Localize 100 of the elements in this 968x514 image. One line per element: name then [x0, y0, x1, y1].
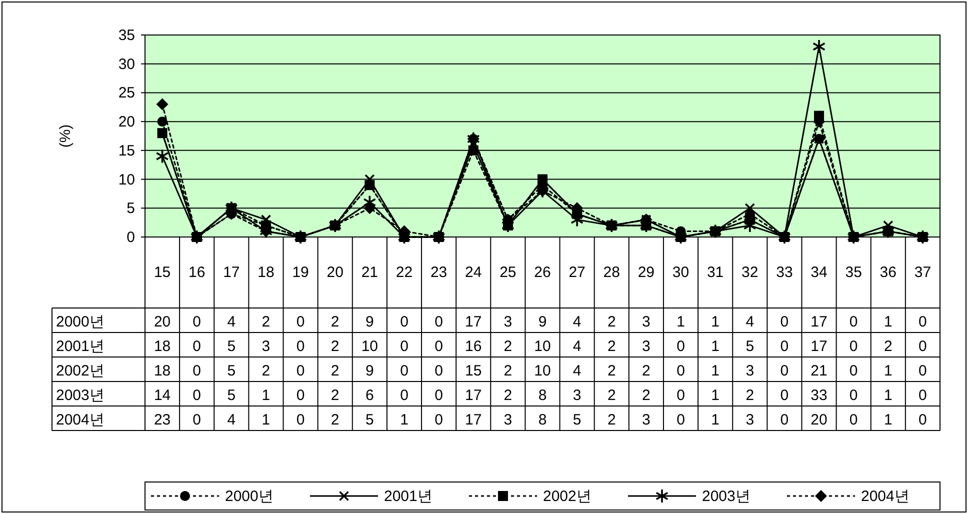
data-label: 0: [918, 387, 927, 404]
data-label: 2: [642, 387, 650, 404]
data-label: 2: [746, 387, 754, 404]
data-label: 0: [400, 362, 408, 380]
x-tick-label: 36: [880, 264, 896, 281]
data-label: 0: [434, 387, 443, 404]
data-label: 8: [538, 412, 547, 428]
data-label: 0: [780, 387, 789, 404]
data-label: 2: [262, 314, 270, 330]
data-label: 0: [780, 314, 789, 330]
data-label: 0: [400, 387, 408, 404]
data-label: 0: [192, 387, 202, 404]
data-label: 0: [434, 412, 443, 428]
data-label: 17: [465, 387, 482, 404]
data-label: 2: [884, 338, 892, 355]
data-label: 1: [884, 412, 892, 428]
data-label: 3: [642, 314, 650, 330]
x-tick-label: 27: [568, 264, 586, 281]
data-label: 0: [296, 362, 305, 380]
data-label: 0: [780, 362, 789, 380]
data-label: 0: [192, 338, 202, 355]
data-label: 0: [676, 338, 685, 355]
data-label: 5: [227, 387, 236, 404]
data-label: 0: [849, 412, 858, 428]
data-label: 18: [154, 362, 171, 380]
data-label: 17: [810, 338, 828, 355]
text: 2003년: [56, 387, 104, 404]
data-label: 5: [227, 362, 236, 380]
data-label: 17: [465, 412, 482, 428]
x-tick-label: 18: [258, 264, 274, 281]
x-tick-label: 28: [603, 264, 620, 281]
x-tick-label: 29: [638, 264, 655, 281]
data-label: 0: [400, 338, 408, 355]
data-label: 0: [849, 338, 858, 355]
data-label: 5: [366, 412, 374, 428]
data-label: 0: [192, 412, 202, 428]
data-label: 5: [227, 338, 236, 355]
x-tick-label: 21: [361, 264, 378, 281]
data-label: 0: [918, 362, 927, 380]
data-label: 9: [538, 314, 547, 330]
data-label: 21: [810, 362, 828, 380]
data-label: 1: [711, 362, 720, 380]
y-tick-label: 10: [118, 171, 135, 188]
data-label: 2: [330, 362, 340, 380]
x-tick-label: 33: [776, 264, 793, 281]
x-tick-label: 17: [223, 264, 240, 281]
data-label: 1: [884, 387, 892, 404]
data-label: 0: [192, 314, 202, 330]
data-label: 2: [607, 314, 616, 330]
data-label: 18: [154, 338, 171, 355]
y-tick-label: 20: [118, 114, 135, 131]
x-tick-label: 23: [430, 264, 448, 281]
y-tick-label: 35: [118, 27, 135, 44]
y-tick-label: 25: [118, 84, 135, 102]
legend-label: 2000년: [225, 488, 274, 505]
legend-label: 2002년: [543, 488, 592, 505]
data-label: 0: [780, 412, 789, 428]
data-label: 10: [361, 338, 378, 355]
x-tick-label: 26: [534, 264, 551, 281]
y-axis-title: (%): [57, 124, 74, 148]
x-tick-label: 30: [672, 264, 690, 281]
data-label: 1: [676, 314, 685, 330]
data-label: 1: [711, 338, 720, 355]
data-label: 1: [884, 362, 892, 380]
data-label: 2: [607, 387, 616, 404]
data-label: 2: [504, 338, 512, 355]
data-label: 0: [676, 412, 685, 428]
data-label: 3: [504, 412, 512, 428]
data-label: 2: [642, 362, 650, 380]
x-tick-label: 31: [706, 264, 724, 281]
data-label: 0: [780, 338, 789, 355]
data-label: 10: [534, 338, 551, 355]
data-label: 0: [296, 338, 305, 355]
data-label: 1: [711, 314, 720, 330]
data-label: 2: [262, 362, 270, 380]
data-label: 0: [918, 412, 927, 428]
data-label: 9: [366, 362, 374, 380]
x-tick-label: 37: [914, 264, 932, 281]
data-label: 8: [538, 387, 547, 404]
data-label: 0: [849, 362, 858, 380]
data-label: 4: [572, 338, 582, 355]
legend-label: 2001년: [384, 488, 432, 505]
data-label: 33: [810, 387, 828, 404]
data-label: 4: [572, 362, 582, 380]
data-label: 0: [192, 362, 202, 380]
x-tick-label: 19: [292, 264, 309, 281]
data-label: 3: [572, 387, 582, 404]
data-label: 3: [642, 412, 650, 428]
data-label: 2: [504, 362, 512, 380]
text: 2002년: [56, 362, 104, 380]
data-label: 0: [296, 412, 305, 428]
data-label: 1: [400, 412, 408, 428]
data-label: 2: [330, 387, 340, 404]
data-label: 3: [642, 338, 650, 355]
data-label: 0: [296, 314, 305, 330]
y-tick-label: 5: [126, 200, 135, 218]
x-tick-label: 35: [845, 264, 862, 281]
x-tick-label: 25: [500, 264, 516, 281]
x-tick-label: 16: [188, 264, 206, 281]
x-tick-label: 20: [326, 264, 344, 281]
